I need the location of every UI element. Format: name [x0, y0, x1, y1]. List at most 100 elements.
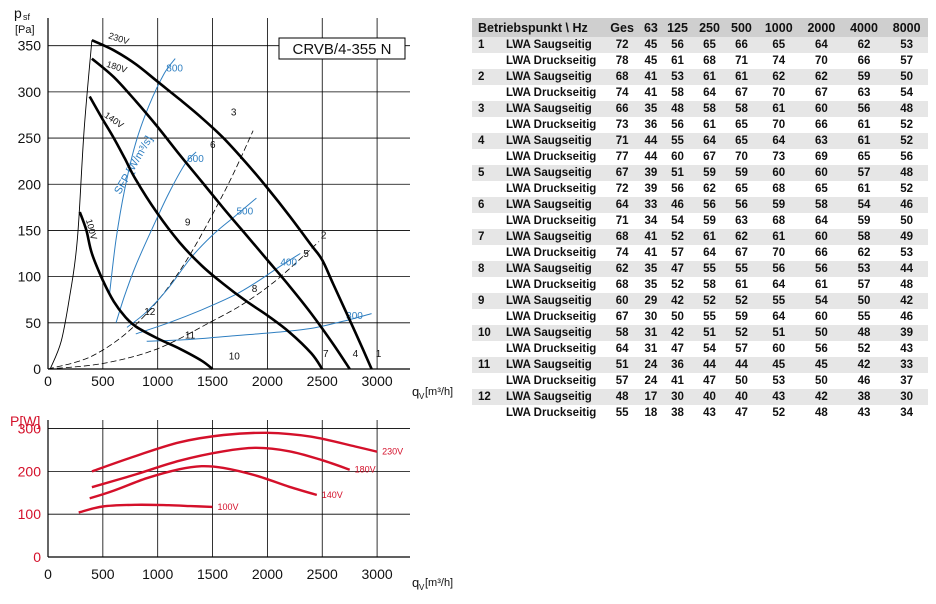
value-cell: 69 [814, 151, 828, 163]
value-cell: 30 [644, 311, 658, 323]
value-cell: 68 [604, 69, 641, 85]
value-cell: 68 [604, 229, 641, 245]
value-cell: 62 [604, 261, 641, 277]
chart-title: CRVB/4-355 N [293, 41, 392, 58]
value-cell: 68 [615, 279, 629, 291]
value-cell: 59 [842, 69, 886, 85]
x-tick-label: 2000 [252, 373, 283, 389]
value-cell: 58 [725, 101, 758, 117]
table-row: LWA Druckseitig 68 35 52 58 61 64 61 57 48 [472, 277, 928, 293]
operating-point-cell [472, 181, 500, 197]
value-cell: 65 [725, 133, 758, 149]
value-cell: 53 [842, 261, 886, 277]
operating-point-cell [472, 149, 500, 165]
fan-curve-180v [91, 57, 351, 370]
operating-point-cell [472, 309, 500, 325]
value-cell: 70 [814, 55, 828, 67]
value-cell: 56 [661, 37, 694, 53]
value-cell: 64 [703, 87, 716, 99]
value-cell: 61 [671, 55, 684, 67]
value-cell: 54 [842, 197, 886, 213]
table-header-row: Betriebspunkt \ Hz Ges 63 125 250 500 1000 2000… [472, 18, 928, 37]
operating-point-cell [472, 245, 500, 261]
value-cell: 58 [604, 325, 641, 341]
measurement-label-cell: LWA Saugseitig [500, 261, 604, 277]
value-cell: 59 [693, 165, 726, 181]
value-cell: 46 [857, 375, 871, 387]
value-cell: 55 [757, 293, 801, 309]
operating-point-cell: 2 [472, 69, 500, 85]
value-cell: 61 [703, 119, 716, 131]
power-grid [47, 420, 410, 558]
y-tick-label: 50 [25, 315, 41, 331]
value-cell: 54 [800, 293, 843, 309]
operating-point-cell: 12 [472, 389, 500, 405]
value-cell: 50 [900, 215, 914, 227]
column-header: 500 [725, 18, 758, 37]
fan-curve-limit [49, 40, 93, 370]
value-cell: 59 [757, 197, 801, 213]
column-header: Betriebspunkt \ Hz [472, 18, 604, 37]
value-cell: 39 [885, 325, 928, 341]
y-tick-label: 350 [18, 38, 42, 54]
value-cell: 39 [640, 165, 662, 181]
x-axis-label-sub: V [419, 392, 425, 401]
value-cell: 64 [800, 37, 843, 53]
value-cell: 41 [671, 375, 684, 387]
power-curve-180v [91, 446, 351, 489]
value-cell: 52 [725, 325, 758, 341]
operating-point-1: 1 [376, 349, 382, 360]
y-axis-label: p [14, 5, 22, 21]
value-cell: 38 [842, 389, 886, 405]
x-tick-label: 2000 [252, 566, 283, 582]
table-row: LWA Druckseitig 77 44 60 67 70 73 69 65 56 [472, 149, 928, 165]
measurement-label-cell: LWA Saugseitig [500, 293, 604, 309]
value-cell: 67 [604, 165, 641, 181]
operating-point-cell: 10 [472, 325, 500, 341]
value-cell: 66 [857, 55, 871, 67]
value-cell: 67 [615, 311, 629, 323]
value-cell: 60 [800, 229, 843, 245]
x-tick-label: 2500 [307, 566, 338, 582]
operating-point-10: 10 [229, 352, 241, 363]
value-cell: 61 [757, 101, 801, 117]
column-header: 8000 [885, 18, 928, 37]
value-cell: 47 [735, 407, 748, 419]
sfp-label: 500 [236, 207, 253, 218]
value-cell: 71 [735, 55, 748, 67]
value-cell: 41 [644, 87, 658, 99]
value-cell: 67 [703, 151, 716, 163]
value-cell: 52 [693, 293, 726, 309]
value-cell: 64 [757, 133, 801, 149]
y-tick-label: 100 [18, 269, 42, 285]
value-cell: 51 [757, 325, 801, 341]
value-cell: 44 [644, 151, 658, 163]
value-cell: 42 [842, 357, 886, 373]
x-tick-label: 1500 [197, 566, 228, 582]
system-curve [47, 130, 254, 370]
value-cell: 54 [671, 215, 684, 227]
measurement-label-cell: LWA Saugseitig [500, 325, 604, 341]
operating-point-cell [472, 341, 500, 357]
value-cell: 30 [661, 389, 694, 405]
value-cell: 46 [900, 311, 914, 323]
value-cell: 48 [885, 101, 928, 117]
value-cell: 65 [693, 37, 726, 53]
value-cell: 47 [661, 261, 694, 277]
x-tick-label: 500 [91, 566, 115, 582]
measurement-label-cell: LWA Saugseitig [500, 101, 604, 117]
operating-point-7: 7 [323, 349, 329, 360]
x-tick-label: 1000 [142, 566, 173, 582]
sfp-label: 300 [346, 311, 363, 322]
value-cell: 50 [885, 69, 928, 85]
value-cell: 58 [693, 101, 726, 117]
value-cell: 64 [772, 279, 786, 291]
value-cell: 74 [772, 55, 786, 67]
y-tick-label: 0 [33, 361, 41, 377]
value-cell: 42 [661, 293, 694, 309]
value-cell: 63 [800, 133, 843, 149]
value-cell: 41 [640, 229, 662, 245]
value-cell: 44 [640, 133, 662, 149]
value-cell: 55 [661, 133, 694, 149]
